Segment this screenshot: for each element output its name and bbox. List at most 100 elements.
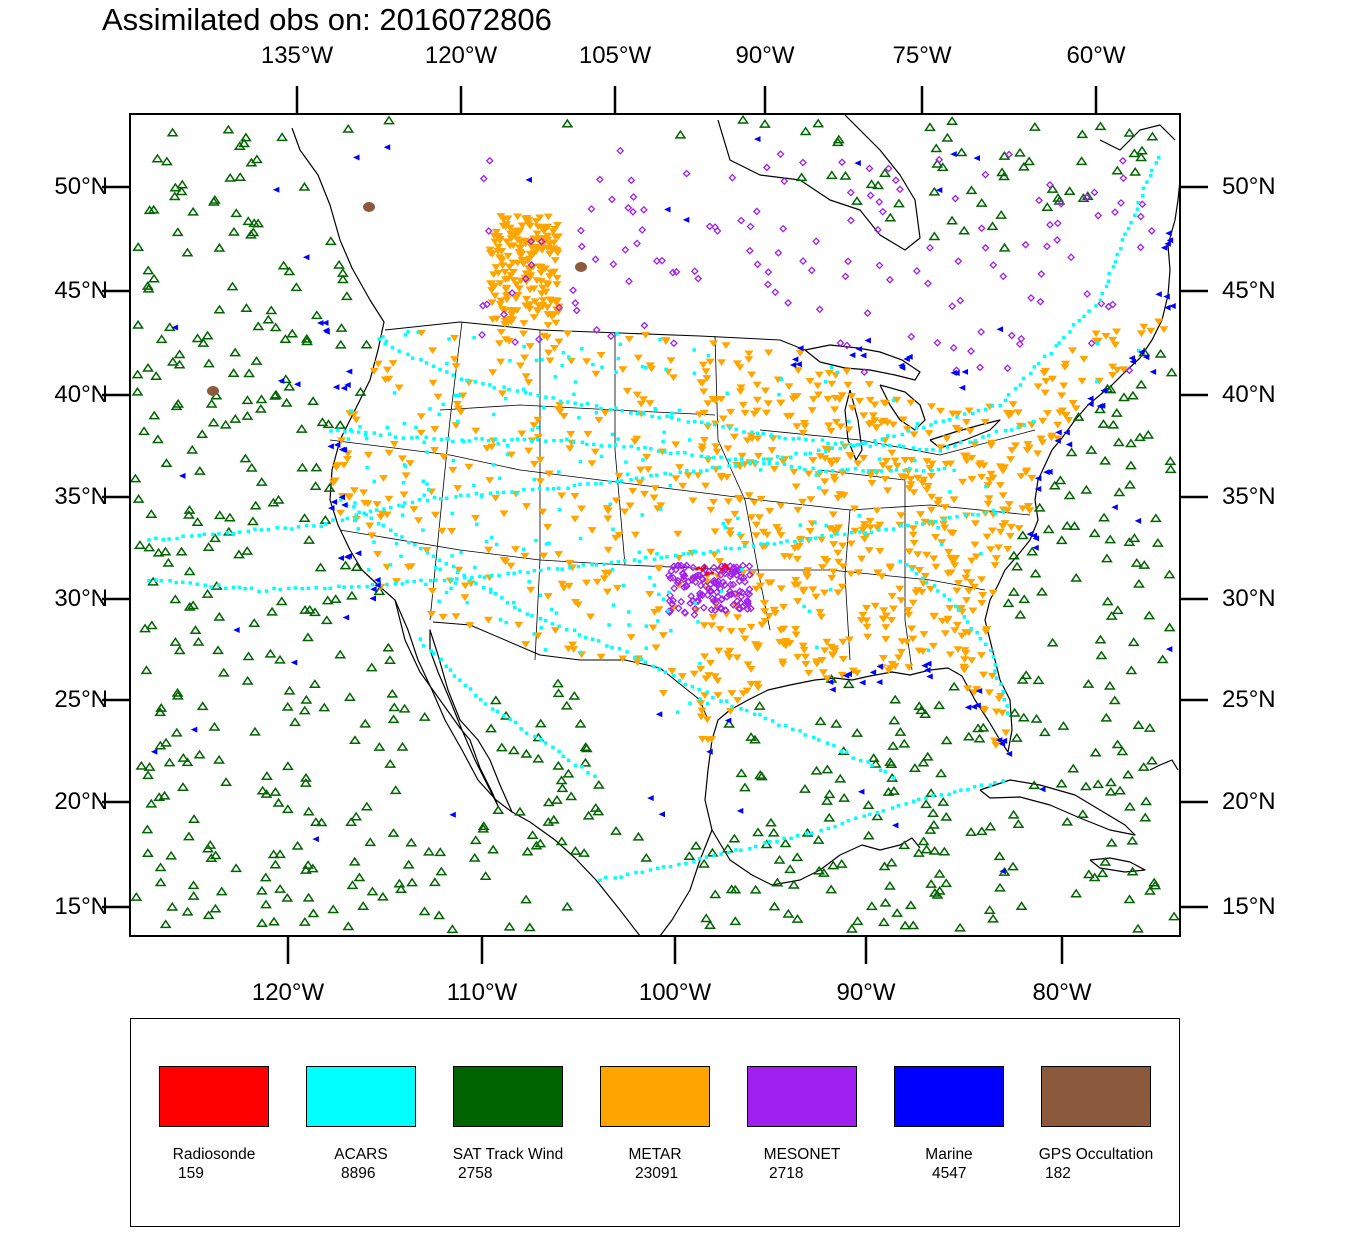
sat-track-wind-ob-marker [226,281,239,291]
acars-ob-marker [661,439,665,444]
metar-ob-marker [1033,450,1043,458]
acars-ob-marker [402,421,407,426]
sat-track-wind-ob-marker [153,792,166,802]
acars-ob-marker [1013,387,1018,391]
sat-track-wind-ob-marker [1130,558,1143,567]
sat-track-wind-ob-marker [582,810,595,820]
acars-ob-marker [275,525,279,530]
acars-ob-marker [599,406,603,411]
metar-ob-marker [599,575,609,583]
metar-ob-marker [1015,422,1025,430]
metar-ob-marker [369,367,379,375]
acars-ob-marker [632,558,637,562]
sat-track-wind-ob-marker [1137,762,1150,771]
metar-ob-marker [699,388,709,396]
mesonet-ob-marker [731,589,739,598]
acars-ob-marker [614,370,618,374]
metar-ob-marker [896,597,906,604]
mesonet-ob-marker [677,561,686,570]
acars-ob-marker [675,710,680,715]
metar-ob-marker [850,505,860,513]
acars-ob-marker [809,831,814,835]
acars-ob-marker [352,518,357,523]
metar-ob-marker [378,475,388,482]
acars-ob-marker [736,516,740,520]
acars-ob-marker [644,624,649,628]
sat-track-wind-ob-marker [489,695,502,705]
legend-count: 23091 [635,1165,679,1182]
sat-track-wind-ob-marker [193,466,206,475]
metar-ob-marker [735,496,745,504]
mesonet-ob-marker [976,363,984,372]
acars-ob-marker [599,444,603,448]
sat-track-wind-ob-marker [1075,156,1088,166]
acars-ob-marker [681,552,686,556]
sat-track-wind-ob-marker [1149,513,1162,523]
sat-track-wind-ob-marker [402,859,415,869]
metar-ob-marker [373,360,383,368]
state-border [819,469,913,671]
acars-ob-marker [372,479,376,484]
us-mexico-border [432,621,709,721]
metar-ob-marker [1101,332,1111,340]
metar-ob-marker [630,438,640,446]
sat-track-wind-ob-marker [342,123,355,133]
map-frame [129,113,1181,937]
sat-track-wind-ob-marker [324,236,337,246]
sat-track-wind-ob-marker [309,817,322,826]
marine-ob-marker [924,667,931,674]
legend-label: SAT Track Wind [452,1146,564,1163]
metar-ob-marker [660,337,670,344]
metar-ob-marker [591,370,601,378]
metar-ob-marker [430,425,440,433]
metar-ob-marker [904,548,914,556]
metar-ob-marker [996,693,1006,700]
acars-ob-marker [811,466,815,471]
legend-count: 4547 [932,1165,967,1182]
sat-track-wind-ob-marker [256,918,268,928]
metar-ob-marker [908,531,918,539]
marine-ob-marker [961,368,969,375]
acars-ob-marker [795,833,800,838]
metar-ob-marker [1001,729,1011,737]
metar-ob-marker [990,562,1000,569]
acars-ob-marker [626,610,631,614]
metar-ob-marker [514,249,524,257]
metar-ob-marker [730,510,740,518]
right-axis-label: 45°N [1222,277,1276,304]
mesonet-ob-marker [677,597,686,606]
acars-ob-marker [653,406,657,411]
acars-ob-marker [993,511,998,516]
metar-ob-marker [449,334,459,342]
mesonet-ob-marker [875,261,884,270]
right-axis-label: 15°N [1222,893,1276,920]
metar-ob-marker [344,493,354,500]
mesonet-ob-marker [511,338,520,347]
metar-ob-marker [723,445,733,453]
sat-track-wind-ob-marker [552,688,565,698]
sat-track-wind-ob-marker [831,137,844,147]
acars-ob-marker [602,562,606,566]
acars-ob-marker [891,398,896,403]
metar-ob-marker [602,505,612,512]
sat-track-wind-ob-marker [205,853,218,863]
metar-ob-marker [451,422,461,430]
acars-ob-marker [617,646,622,651]
metar-ob-marker [792,423,802,430]
sat-track-wind-ob-marker [208,721,221,731]
sat-track-wind-ob-marker [534,838,547,848]
metar-ob-marker [971,553,981,561]
sat-track-wind-ob-marker [1156,654,1169,664]
metar-ob-marker [707,622,717,630]
acars-ob-marker [906,429,911,433]
acars-ob-marker [692,549,696,553]
acars-ob-marker [296,525,301,529]
acars-ob-marker [580,440,585,445]
acars-ob-marker [637,550,641,555]
marine-ob-marker [1087,401,1094,408]
sat-track-wind-ob-marker [169,637,182,646]
acars-ob-marker [833,442,838,446]
acars-ob-marker [779,540,783,545]
acars-ob-marker [508,358,512,363]
metar-ob-marker [544,470,554,478]
